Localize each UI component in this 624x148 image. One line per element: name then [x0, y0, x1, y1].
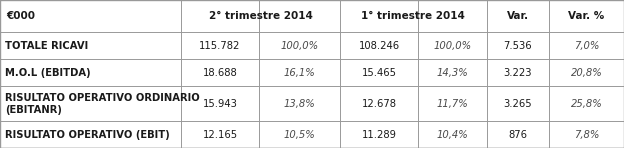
Text: 15.465: 15.465 [361, 67, 397, 78]
Text: RISULTATO OPERATIVO ORDINARIO
(EBITANR): RISULTATO OPERATIVO ORDINARIO (EBITANR) [5, 92, 200, 115]
Text: 13,8%: 13,8% [284, 99, 315, 108]
Text: 10,4%: 10,4% [437, 130, 468, 140]
Text: 7.536: 7.536 [504, 41, 532, 51]
Text: 25,8%: 25,8% [571, 99, 602, 108]
Text: 2° trimestre 2014: 2° trimestre 2014 [208, 11, 313, 21]
Text: 20,8%: 20,8% [571, 67, 602, 78]
Text: 12.678: 12.678 [361, 99, 397, 108]
Text: €000: €000 [6, 11, 35, 21]
Text: Var. %: Var. % [568, 11, 605, 21]
Text: Var.: Var. [507, 11, 529, 21]
Text: 10,5%: 10,5% [284, 130, 315, 140]
Text: 7,8%: 7,8% [574, 130, 599, 140]
Text: 16,1%: 16,1% [284, 67, 315, 78]
Text: RISULTATO OPERATIVO (EBIT): RISULTATO OPERATIVO (EBIT) [5, 130, 170, 140]
Text: 3.223: 3.223 [504, 67, 532, 78]
Text: TOTALE RICAVI: TOTALE RICAVI [5, 41, 88, 51]
Text: 18.688: 18.688 [203, 67, 237, 78]
Text: 11.289: 11.289 [361, 130, 397, 140]
Text: 11,7%: 11,7% [437, 99, 468, 108]
Text: 1° trimestre 2014: 1° trimestre 2014 [361, 11, 466, 21]
Text: 876: 876 [509, 130, 527, 140]
Text: 14,3%: 14,3% [437, 67, 468, 78]
Text: 3.265: 3.265 [504, 99, 532, 108]
Text: M.O.L (EBITDA): M.O.L (EBITDA) [5, 67, 90, 78]
Text: 12.165: 12.165 [202, 130, 238, 140]
Text: 100,0%: 100,0% [433, 41, 472, 51]
Text: 15.943: 15.943 [203, 99, 237, 108]
Text: 7,0%: 7,0% [574, 41, 599, 51]
Text: 100,0%: 100,0% [280, 41, 319, 51]
Text: 108.246: 108.246 [359, 41, 399, 51]
Text: 115.782: 115.782 [199, 41, 241, 51]
